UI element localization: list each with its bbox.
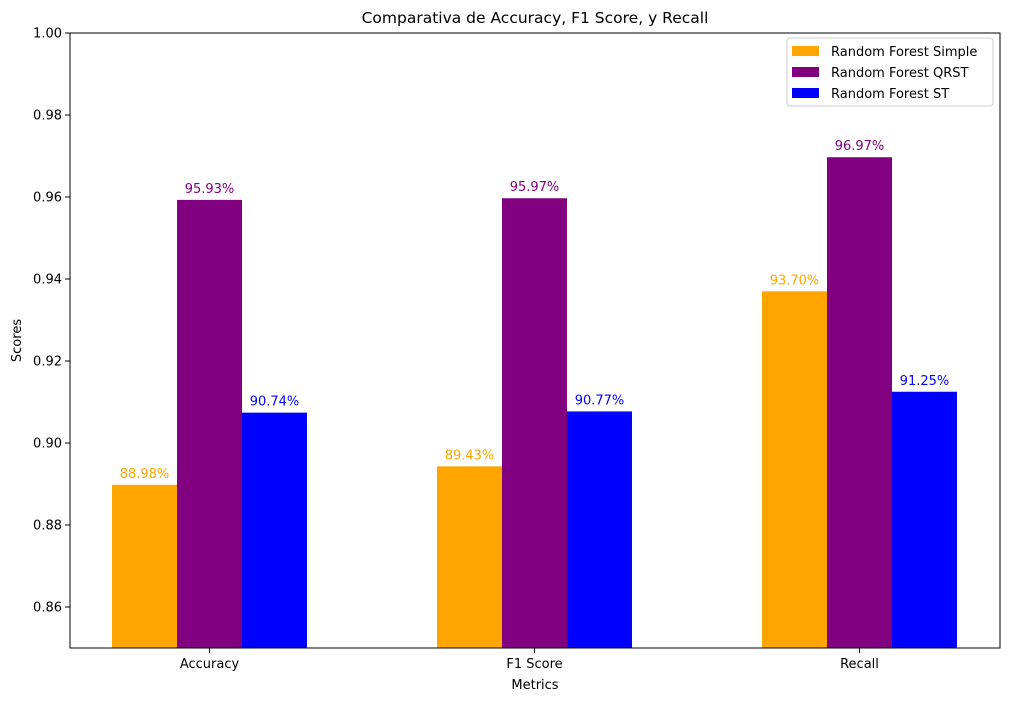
legend-label: Random Forest Simple: [831, 45, 977, 60]
x-tick-label: Recall: [840, 657, 879, 672]
bar-recall-3: [892, 391, 957, 648]
x-tick-label: Accuracy: [180, 657, 240, 672]
legend-label: Random Forest QRST: [831, 66, 968, 81]
bar-f1-score-2: [502, 198, 567, 649]
bar-data-label: 93.70%: [770, 273, 820, 288]
bar-data-label: 90.74%: [250, 395, 300, 410]
y-tick-label: 0.96: [33, 191, 62, 206]
legend-swatch: [792, 67, 819, 77]
y-axis-label: Scores: [10, 319, 25, 362]
bar-accuracy-1: [112, 484, 177, 648]
x-tick-label: F1 Score: [506, 657, 562, 672]
y-tick-label: 0.86: [33, 601, 62, 616]
legend-swatch: [792, 46, 819, 56]
bar-accuracy-2: [177, 199, 242, 648]
y-tick-label: 0.88: [33, 519, 62, 534]
bar-recall-2: [827, 157, 892, 649]
bar-recall-1: [762, 291, 827, 648]
y-tick-label: 0.98: [33, 109, 62, 124]
chart-title: Comparativa de Accuracy, F1 Score, y Rec…: [362, 9, 709, 27]
bar-data-label: 90.77%: [575, 393, 625, 408]
bar-f1-score-3: [567, 411, 632, 648]
legend: Random Forest Simple Random Forest QRST Ra…: [786, 37, 994, 107]
bar-data-label: 88.98%: [120, 467, 170, 482]
x-axis-label: Metrics: [511, 678, 558, 693]
legend-box: [786, 37, 994, 107]
y-tick-label: 0.94: [33, 273, 62, 288]
bar-data-label: 95.93%: [185, 182, 235, 197]
bar-data-label: 96.97%: [835, 139, 885, 154]
y-tick-label: 1.00: [33, 27, 62, 42]
plot-frame: [69, 32, 1001, 649]
bar-f1-score-1: [437, 466, 502, 648]
legend-label: Random Forest ST: [831, 87, 949, 102]
bar-accuracy-3: [242, 412, 307, 648]
bar-data-label: 91.25%: [900, 374, 950, 389]
bar-data-label: 89.43%: [445, 448, 495, 463]
y-tick-label: 0.90: [33, 437, 62, 452]
legend-swatch: [792, 88, 819, 98]
y-tick-label: 0.92: [33, 355, 62, 370]
bar-data-label: 95.97%: [510, 180, 560, 195]
